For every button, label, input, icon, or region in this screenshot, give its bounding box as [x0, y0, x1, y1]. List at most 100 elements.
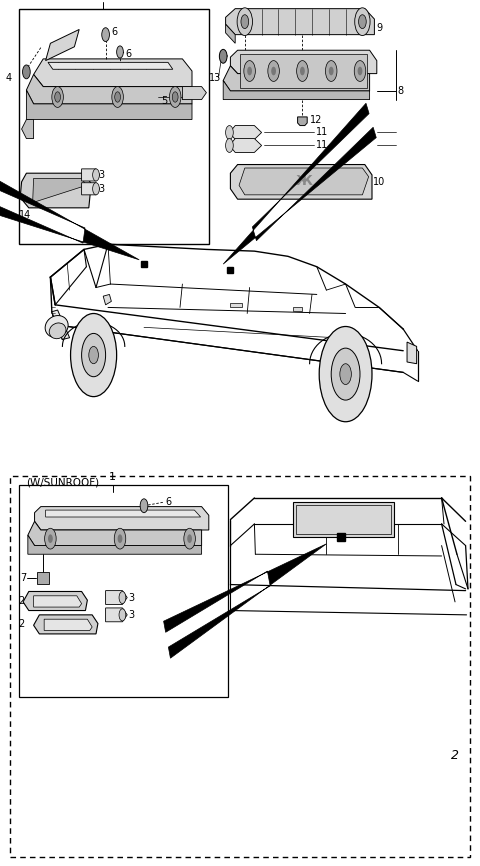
Circle shape — [114, 528, 126, 549]
Polygon shape — [20, 173, 91, 208]
Circle shape — [112, 87, 123, 107]
Text: 9: 9 — [377, 23, 383, 33]
Text: 7: 7 — [20, 572, 26, 583]
Text: 8: 8 — [397, 86, 404, 96]
Polygon shape — [298, 117, 307, 126]
Circle shape — [247, 67, 252, 75]
Circle shape — [45, 528, 56, 549]
Polygon shape — [223, 103, 376, 264]
Circle shape — [241, 15, 249, 29]
Circle shape — [271, 67, 276, 75]
Polygon shape — [46, 29, 79, 61]
Text: 4: 4 — [6, 73, 12, 83]
Polygon shape — [223, 66, 370, 91]
Circle shape — [48, 534, 53, 543]
Text: 11: 11 — [316, 127, 328, 138]
Circle shape — [172, 92, 178, 102]
Circle shape — [325, 61, 337, 81]
Polygon shape — [35, 507, 209, 530]
Circle shape — [52, 87, 63, 107]
Circle shape — [300, 67, 305, 75]
Polygon shape — [37, 572, 49, 584]
Polygon shape — [239, 168, 369, 195]
Polygon shape — [28, 535, 202, 554]
Circle shape — [184, 528, 195, 549]
Polygon shape — [407, 342, 417, 364]
Polygon shape — [0, 169, 139, 260]
Polygon shape — [226, 9, 374, 35]
Circle shape — [119, 609, 126, 621]
Circle shape — [340, 364, 351, 385]
Circle shape — [117, 46, 123, 58]
Text: 11: 11 — [316, 140, 328, 151]
Polygon shape — [48, 62, 173, 69]
Bar — [10, 476, 470, 857]
Circle shape — [118, 534, 122, 543]
Polygon shape — [164, 544, 326, 658]
Text: 2: 2 — [451, 748, 459, 762]
Polygon shape — [52, 310, 70, 339]
Circle shape — [140, 499, 148, 513]
Text: 3: 3 — [129, 610, 135, 620]
Circle shape — [226, 126, 233, 139]
Bar — [19, 9, 209, 244]
Circle shape — [331, 348, 360, 400]
Circle shape — [89, 346, 98, 364]
Circle shape — [358, 67, 362, 75]
Polygon shape — [34, 596, 82, 607]
Polygon shape — [33, 178, 86, 203]
Polygon shape — [230, 50, 377, 74]
Circle shape — [115, 92, 120, 102]
Circle shape — [187, 534, 192, 543]
Circle shape — [55, 92, 60, 102]
Text: 3: 3 — [98, 170, 105, 180]
Polygon shape — [103, 294, 111, 305]
Circle shape — [319, 326, 372, 422]
Text: 13: 13 — [209, 73, 221, 83]
Polygon shape — [106, 591, 127, 604]
Polygon shape — [230, 165, 372, 199]
Circle shape — [119, 591, 126, 604]
Text: 6: 6 — [166, 497, 172, 507]
Circle shape — [329, 67, 334, 75]
Polygon shape — [22, 120, 34, 139]
Text: 10: 10 — [373, 177, 386, 187]
Text: 14: 14 — [19, 210, 32, 220]
Circle shape — [102, 28, 109, 42]
Polygon shape — [229, 139, 262, 152]
Polygon shape — [34, 615, 98, 634]
Text: 2: 2 — [19, 619, 25, 630]
Polygon shape — [82, 169, 100, 181]
Polygon shape — [46, 510, 201, 517]
Circle shape — [93, 169, 99, 181]
Polygon shape — [106, 608, 127, 622]
Polygon shape — [230, 303, 242, 307]
Polygon shape — [223, 81, 370, 100]
Circle shape — [93, 183, 99, 195]
Text: 2: 2 — [19, 596, 25, 606]
Polygon shape — [82, 183, 100, 195]
Bar — [19, 485, 228, 697]
Text: (W/SUNROOF): (W/SUNROOF) — [26, 477, 99, 488]
Polygon shape — [293, 307, 302, 311]
Polygon shape — [226, 24, 235, 43]
Text: 3: 3 — [98, 184, 105, 194]
Bar — [296, 505, 391, 534]
Text: Ж: Ж — [296, 174, 313, 188]
Circle shape — [219, 49, 227, 63]
Circle shape — [359, 15, 366, 29]
Polygon shape — [44, 619, 92, 630]
Text: 1: 1 — [109, 472, 116, 482]
Text: 12: 12 — [310, 114, 322, 125]
Polygon shape — [240, 54, 367, 88]
Circle shape — [237, 8, 252, 36]
Polygon shape — [182, 87, 206, 100]
Polygon shape — [26, 90, 192, 120]
Circle shape — [354, 61, 366, 81]
Polygon shape — [26, 74, 192, 104]
Text: 6: 6 — [111, 27, 118, 37]
Ellipse shape — [49, 323, 66, 339]
Circle shape — [297, 61, 308, 81]
Circle shape — [23, 65, 30, 79]
Circle shape — [226, 139, 233, 152]
